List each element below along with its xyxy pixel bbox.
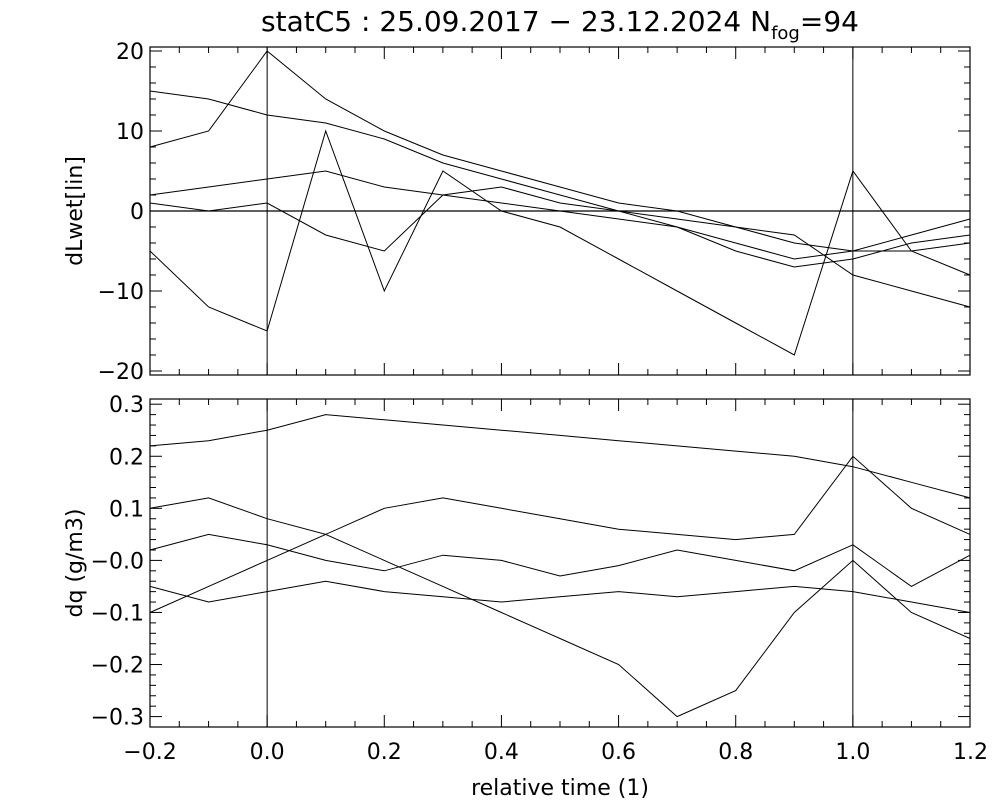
x-tick-label: 0.0 bbox=[250, 740, 285, 765]
bottom-series-lines bbox=[149, 414, 971, 718]
top-series-line bbox=[149, 186, 971, 308]
bottom-y-tick-label: −0.1 bbox=[91, 601, 144, 626]
top-tick-marks bbox=[149, 47, 971, 375]
bottom-y-tick-label: −0.2 bbox=[91, 654, 144, 679]
x-tick-label: −0.2 bbox=[123, 740, 176, 765]
top-reference-lines bbox=[150, 47, 970, 375]
bottom-y-tick-label: 0.3 bbox=[109, 393, 144, 418]
x-tick-label: 0.2 bbox=[367, 740, 402, 765]
chart-title: statC5 : 25.09.2017 − 23.12.2024 Nfog=94 bbox=[261, 5, 859, 44]
top-y-tick-label: 0 bbox=[130, 200, 144, 225]
x-axis-label: relative time (1) bbox=[471, 776, 649, 800]
bottom-plot-frame bbox=[149, 398, 971, 728]
bottom-y-tick-label: 0.1 bbox=[109, 497, 144, 522]
bottom-y-tick-labels: −0.3 −0.2 −0.1 −0.0 0.1 0.2 0.3 bbox=[91, 393, 144, 730]
top-y-tick-label: −10 bbox=[98, 280, 144, 305]
top-y-tick-labels: −20 −10 0 10 20 bbox=[98, 40, 144, 385]
bottom-series-line bbox=[149, 414, 971, 499]
top-y-tick-label: 20 bbox=[116, 40, 144, 65]
top-plot-frame bbox=[149, 46, 971, 376]
bottom-y-tick-label: −0.3 bbox=[91, 706, 144, 731]
bottom-tick-marks bbox=[149, 399, 971, 728]
top-series-line bbox=[149, 129, 971, 356]
bottom-series-line bbox=[149, 580, 971, 613]
top-series-line bbox=[149, 50, 971, 252]
x-tick-label: 0.4 bbox=[484, 740, 519, 765]
bottom-y-tick-label: −0.0 bbox=[91, 549, 144, 574]
x-tick-label: 1.2 bbox=[953, 740, 988, 765]
bottom-reference-lines bbox=[266, 399, 854, 727]
x-tick-label: 1.0 bbox=[835, 740, 870, 765]
bottom-series-line bbox=[149, 455, 971, 541]
bottom-series-line bbox=[149, 533, 971, 718]
x-tick-label: 0.6 bbox=[601, 740, 636, 765]
top-y-tick-label: 10 bbox=[116, 120, 144, 145]
top-panel: −20 −10 0 10 20 dLwet[lin] bbox=[63, 40, 971, 385]
top-y-tick-label: −20 bbox=[98, 360, 144, 385]
bottom-panel: −0.3 −0.2 −0.1 −0.0 0.1 0.2 0.3 −0.2 0.0 0.2 0.4 0… bbox=[63, 393, 988, 800]
bottom-x-tick-labels: −0.2 0.0 0.2 0.4 0.6 0.8 1.0 1.2 bbox=[123, 740, 988, 765]
x-tick-label: 0.8 bbox=[718, 740, 753, 765]
top-y-axis-label: dLwet[lin] bbox=[63, 156, 88, 266]
bottom-y-tick-label: 0.2 bbox=[109, 445, 144, 470]
bottom-series-line bbox=[149, 533, 971, 587]
bottom-y-axis-label: dq (g/m3) bbox=[63, 509, 88, 618]
